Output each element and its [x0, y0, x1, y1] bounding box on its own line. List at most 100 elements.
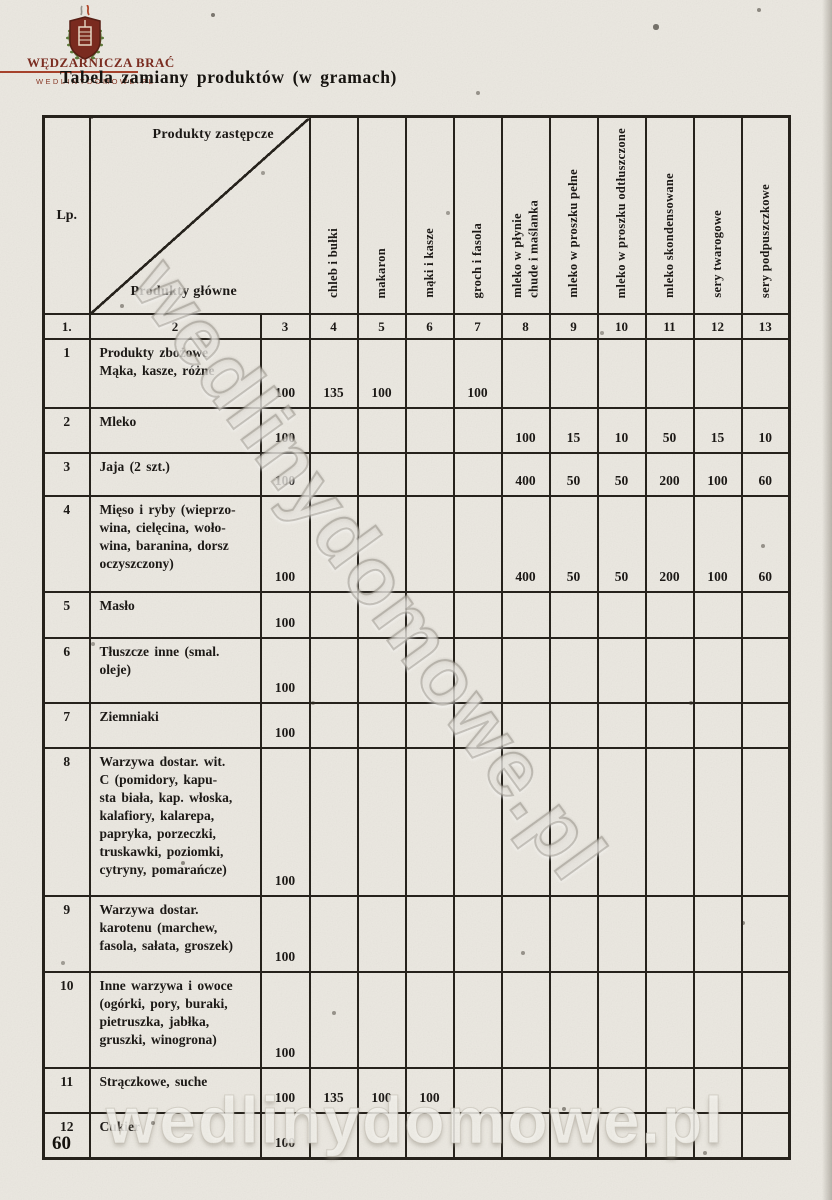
value-cell [692, 895, 743, 973]
product-name: Mięso i ryby (wieprzo- wina, cielęcina, … [88, 495, 262, 593]
substitute-column-header-label: sery twarogowe [710, 210, 725, 298]
value-cell [548, 1067, 599, 1114]
product-name: Warzywa dostar. karotenu (marchew, fasol… [88, 895, 262, 973]
row-number: 8 [42, 747, 91, 897]
product-name: Cukier [88, 1112, 262, 1160]
value-cell [644, 591, 695, 639]
value-cell [308, 971, 359, 1069]
value-cell [644, 702, 695, 749]
value-cell [308, 452, 359, 497]
value-cell [500, 637, 551, 704]
substitute-column-header-label: chleb i bułki [326, 228, 341, 298]
substitute-column-header-label: sery podpuszczkowe [758, 183, 773, 298]
numbers-row: 1. 2 3 4 5 6 7 8 9 10 11 12 13 [42, 313, 791, 340]
value-cell: 100 [259, 971, 311, 1069]
value-cell [452, 407, 503, 454]
substitute-column-header-label: mleko w proszku pełne [566, 169, 581, 298]
page-edge-shadow [822, 0, 832, 1200]
table-row: 12 Cukier 100 [42, 1112, 791, 1160]
value-cell: 50 [596, 452, 647, 497]
lp-header: Lp. [42, 115, 91, 315]
value-cell [740, 1067, 791, 1114]
value-cell [308, 895, 359, 973]
product-name: Tłuszcze inne (smal. oleje) [88, 637, 262, 704]
value-cell [692, 971, 743, 1069]
table-body: 1 Produkty zbożowe Mąka, kasze, różne 100 1… [42, 338, 791, 1160]
value-cell [500, 747, 551, 897]
value-cell [404, 495, 455, 593]
column-number: 13 [740, 313, 791, 340]
value-cell [548, 895, 599, 973]
substitute-column-header-label: mąki i kasze [422, 228, 437, 298]
value-cell [452, 1067, 503, 1114]
value-cell [548, 1112, 599, 1160]
row-number: 2 [42, 407, 91, 454]
value-cell [644, 747, 695, 897]
value-cell [596, 895, 647, 973]
value-cell [644, 1067, 695, 1114]
product-name: Inne warzywa i owoce (ogórki, pory, bura… [88, 971, 262, 1069]
row-number: 6 [42, 637, 91, 704]
value-cell [740, 895, 791, 973]
value-cell [356, 452, 407, 497]
table-row: 2 Mleko 100 100 15 10 50 15 10 [42, 407, 791, 454]
value-cell [740, 591, 791, 639]
value-cell [308, 495, 359, 593]
table-row: 9 Warzywa dostar. karotenu (marchew, faso… [42, 895, 791, 973]
value-cell [356, 895, 407, 973]
value-cell: 50 [644, 407, 695, 454]
value-cell [356, 1112, 407, 1160]
value-cell [356, 702, 407, 749]
table-row: 7 Ziemniaki 100 [42, 702, 791, 749]
value-cell: 200 [644, 495, 695, 593]
value-cell [500, 338, 551, 409]
table-row: 8 Warzywa dostar. wit. C (pomidory, kapu-… [42, 747, 791, 897]
value-cell [404, 971, 455, 1069]
value-cell: 100 [259, 452, 311, 497]
column-number: 6 [404, 313, 455, 340]
paper-specks [0, 0, 2, 2]
value-cell [500, 591, 551, 639]
value-cell [596, 747, 647, 897]
value-cell [740, 971, 791, 1069]
value-cell [356, 747, 407, 897]
row-number: 5 [42, 591, 91, 639]
value-cell: 100 [259, 747, 311, 897]
value-cell [692, 702, 743, 749]
value-cell [692, 338, 743, 409]
substitute-column-header-label: makaron [374, 247, 389, 299]
value-cell [452, 591, 503, 639]
column-number: 3 [259, 313, 311, 340]
product-name: Strączkowe, suche [88, 1067, 262, 1114]
value-cell [548, 702, 599, 749]
value-cell: 100 [692, 452, 743, 497]
substitute-column-header: mleko w proszku odtłuszczone [596, 115, 647, 315]
value-cell [740, 338, 791, 409]
value-cell: 200 [644, 452, 695, 497]
product-name: Produkty zbożowe Mąka, kasze, różne [88, 338, 262, 409]
value-cell [596, 591, 647, 639]
value-cell [500, 971, 551, 1069]
row-number: 9 [42, 895, 91, 973]
value-cell [404, 338, 455, 409]
value-cell [596, 1112, 647, 1160]
diagonal-header-cell: Produkty zastępcze Produkty główne [88, 115, 311, 315]
value-cell: 100 [259, 338, 311, 409]
product-name: Mleko [88, 407, 262, 454]
value-cell [404, 895, 455, 973]
column-number: 8 [500, 313, 551, 340]
value-cell [500, 1112, 551, 1160]
value-cell [596, 971, 647, 1069]
row-number: 12 [42, 1112, 91, 1160]
column-number: 12 [692, 313, 743, 340]
value-cell: 100 [692, 495, 743, 593]
value-cell [308, 747, 359, 897]
row-number: 7 [42, 702, 91, 749]
substitute-column-header: sery twarogowe [692, 115, 743, 315]
column-number: 5 [356, 313, 407, 340]
header-row: Lp. Produkty zastępcze Produkty główne c… [42, 115, 791, 315]
value-cell: 50 [548, 495, 599, 593]
value-cell: 100 [356, 1067, 407, 1114]
value-cell [500, 1067, 551, 1114]
value-cell: 100 [259, 1067, 311, 1114]
